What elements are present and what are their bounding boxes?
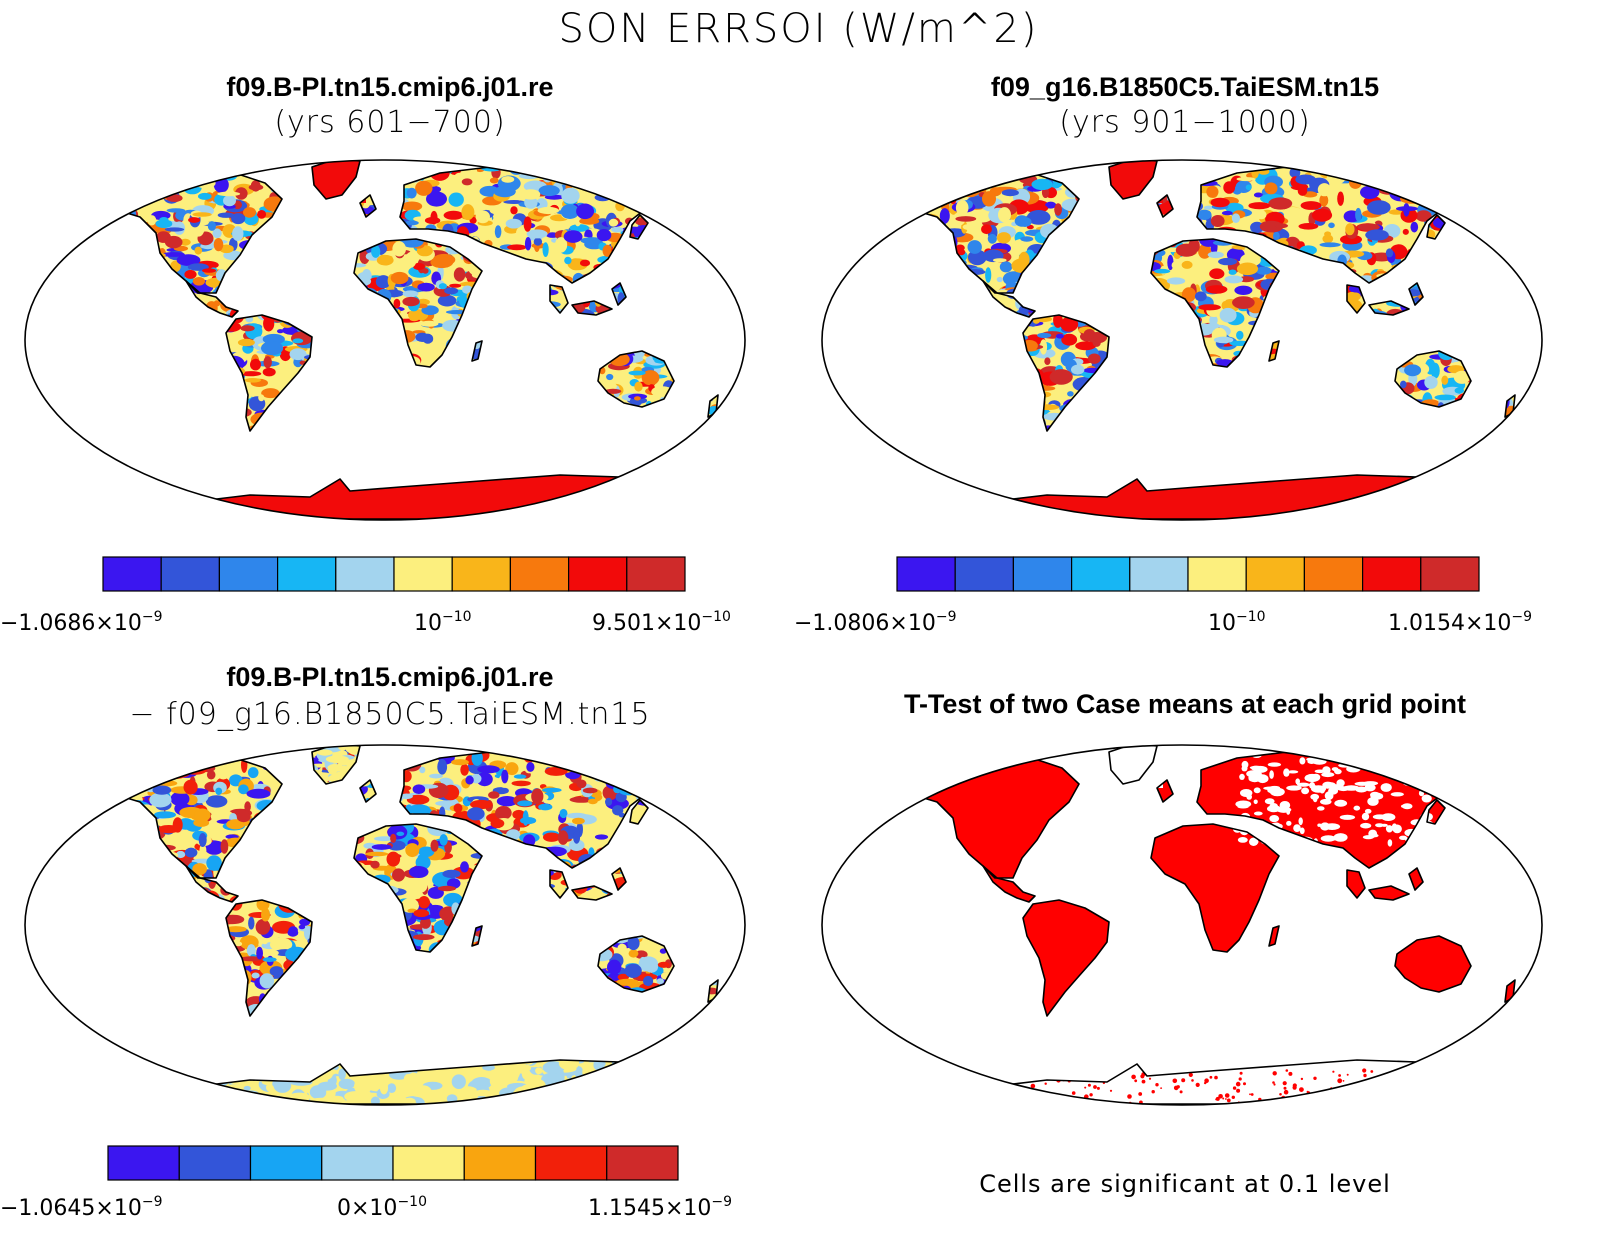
figure-title: SON ERRSOI (W/m^2): [558, 6, 1039, 52]
panel3-colorbar: [107, 1145, 679, 1181]
panel3-colorbar-max-label: 1.1545×10−9: [588, 1194, 733, 1221]
panel2-title: f09_g16.B1850C5.TaiESM.tn15: [990, 72, 1380, 102]
panel1-subtitle: (yrs 601−700): [274, 105, 506, 140]
panel2-colorbar-max-label: 1.0154×10−9: [1388, 609, 1533, 636]
panel2-map: [821, 159, 1543, 521]
panel4-title: T-Test of two Case means at each grid po…: [903, 689, 1467, 719]
panel1-title: f09.B-PI.tn15.cmip6.j01.re: [226, 72, 554, 102]
panel1-colorbar-max-label: 9.501×10−10: [592, 609, 731, 636]
panel4-map: [821, 744, 1543, 1106]
panel3-map: [24, 744, 746, 1106]
panel3-subtitle: − f09_g16.B1850C5.TaiESM.tn15: [129, 697, 651, 732]
panel3-title: f09.B-PI.tn15.cmip6.j01.re: [226, 662, 554, 692]
panel1-colorbar-mid-label: 10−10: [414, 609, 472, 636]
panel2-subtitle: (yrs 901−1000): [1059, 105, 1311, 140]
panel1-map: [24, 159, 746, 521]
panel2-colorbar-mid-label: 10−10: [1208, 609, 1266, 636]
panel2-colorbar-min-label: −1.0806×10−9: [794, 609, 957, 636]
panel1-colorbar-min-label: −1.0686×10−9: [0, 609, 163, 636]
panel3-colorbar-min-label: −1.0645×10−9: [0, 1194, 163, 1221]
panel1-colorbar: [102, 556, 686, 592]
significance-note: Cells are significant at 0.1 level: [979, 1170, 1391, 1198]
panel2-colorbar: [896, 556, 1480, 592]
panel3-colorbar-mid-label: 0×10−10: [337, 1194, 427, 1221]
